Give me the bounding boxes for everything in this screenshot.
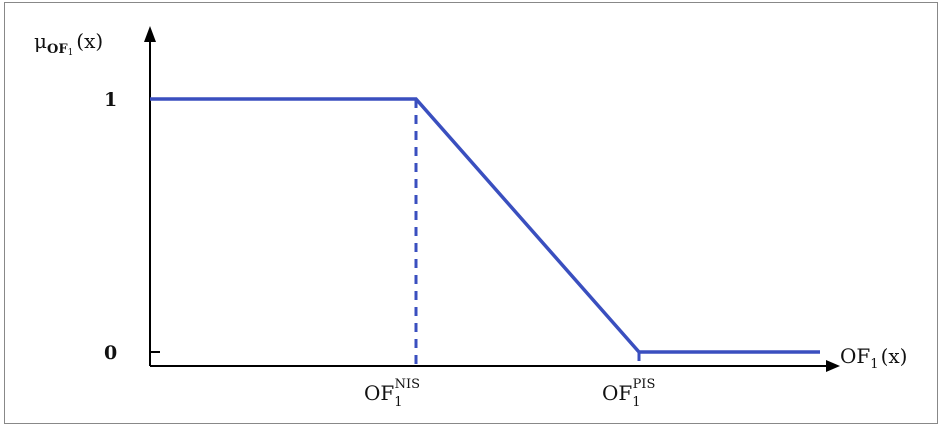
x-marker-nis-base: OF — [364, 381, 394, 405]
x-marker-pis-sub: 1 — [632, 395, 640, 410]
y-axis-label-sub-index: 1 — [68, 48, 74, 58]
y-axis-label-suffix: (x) — [76, 29, 103, 53]
x-axis-label-sub: 1 — [870, 357, 878, 372]
y-axis-label-mu: μ — [34, 29, 47, 53]
y-tick-label-0: 0 — [104, 342, 117, 364]
x-marker-nis-label: OF1 NIS — [364, 377, 420, 410]
y-tick-label-1: 1 — [104, 89, 117, 111]
x-axis-label-base: OF — [840, 344, 870, 368]
y-axis-arrow — [144, 26, 156, 42]
y-axis-label: μOF1 (x) — [34, 29, 103, 58]
x-axis-label-suffix: (x) — [881, 344, 908, 368]
x-axis-label: OF1 (x) — [840, 344, 907, 372]
x-marker-pis-base: OF — [602, 381, 632, 405]
x-marker-nis-sub: 1 — [394, 395, 402, 410]
x-axis-arrow — [826, 360, 840, 372]
membership-line — [150, 97, 820, 354]
x-marker-pis-sup: PIS — [633, 377, 656, 392]
plot-marks — [150, 97, 820, 366]
y-axis-label-sub: OF — [47, 42, 68, 57]
x-marker-pis-label: OF1 PIS — [602, 377, 655, 410]
x-marker-nis-sup: NIS — [395, 377, 420, 392]
